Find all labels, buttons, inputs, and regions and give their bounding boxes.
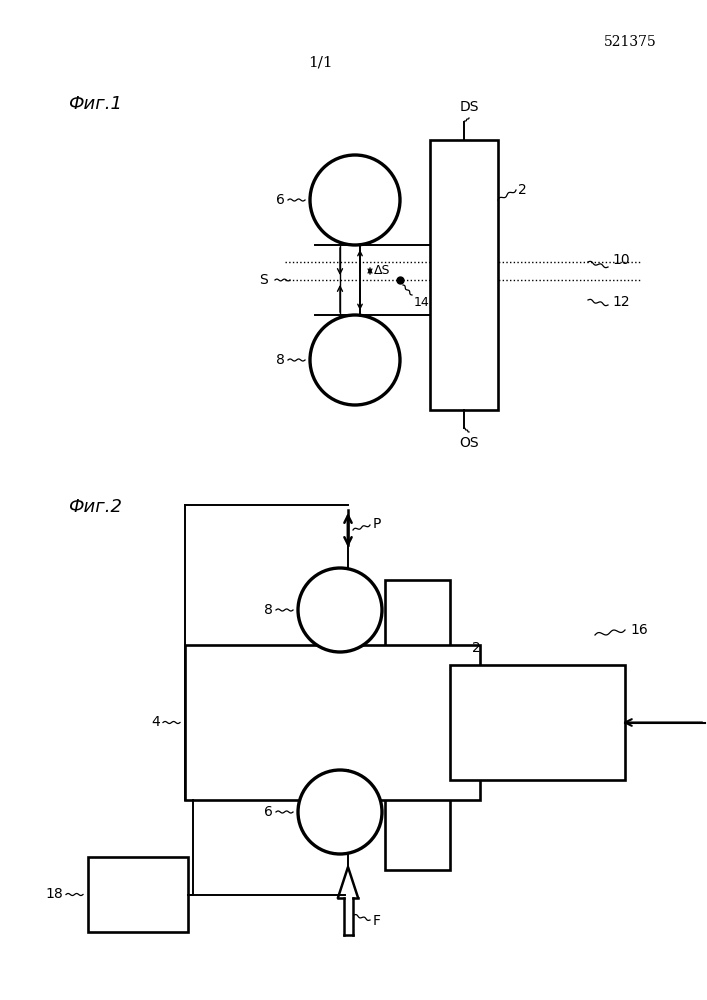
Circle shape xyxy=(310,155,400,245)
Bar xyxy=(450,665,625,780)
Text: Фиг.1: Фиг.1 xyxy=(68,95,122,113)
Text: 16: 16 xyxy=(630,623,648,637)
Text: P: P xyxy=(373,517,381,531)
Text: 18: 18 xyxy=(45,888,63,902)
Text: 8: 8 xyxy=(264,603,273,617)
Bar xyxy=(430,140,498,410)
Circle shape xyxy=(310,315,400,405)
Text: 8: 8 xyxy=(276,353,285,367)
Text: 1/1: 1/1 xyxy=(308,55,332,69)
Text: 2: 2 xyxy=(472,641,481,655)
Circle shape xyxy=(298,568,382,652)
Circle shape xyxy=(298,770,382,854)
Bar xyxy=(385,580,450,870)
Text: 2: 2 xyxy=(518,183,527,197)
Text: F: F xyxy=(373,914,381,928)
Text: 521375: 521375 xyxy=(604,35,656,49)
Text: 6: 6 xyxy=(276,193,285,207)
Text: 10: 10 xyxy=(612,253,630,267)
Bar xyxy=(88,857,188,932)
Text: ΔS: ΔS xyxy=(374,264,390,277)
Text: 12: 12 xyxy=(612,295,630,309)
Text: Фиг.2: Фиг.2 xyxy=(68,498,122,516)
Text: 14: 14 xyxy=(414,296,430,309)
Bar xyxy=(185,645,480,800)
Text: S: S xyxy=(259,273,268,287)
Text: 4: 4 xyxy=(151,716,160,730)
Text: OS: OS xyxy=(459,436,479,450)
Text: 6: 6 xyxy=(264,805,273,819)
Text: DS: DS xyxy=(460,100,479,114)
